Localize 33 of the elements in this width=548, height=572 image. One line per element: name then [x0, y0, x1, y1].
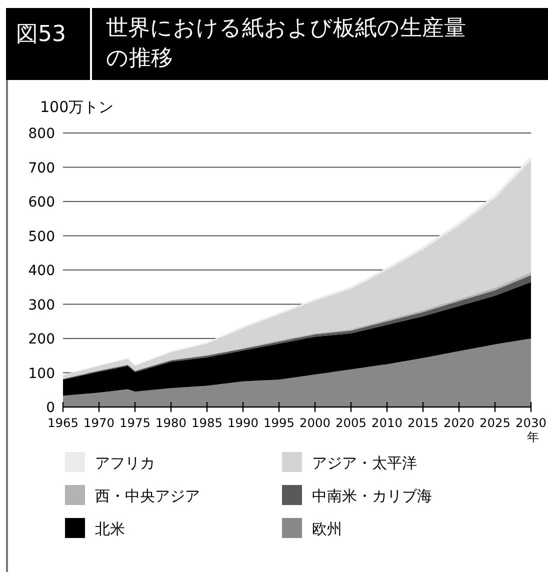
y-tick-label: 400	[28, 263, 55, 279]
x-tick-label: 2025	[480, 416, 510, 430]
y-tick-label: 800	[28, 126, 55, 142]
x-axis-title: 年	[527, 430, 539, 444]
y-axis-title: 100万トン	[40, 98, 114, 116]
legend-label: 西・中央アジア	[95, 487, 200, 505]
y-tick-label: 200	[28, 332, 55, 348]
x-tick-label: 1965	[48, 416, 78, 430]
y-tick-label: 0	[46, 400, 55, 416]
x-tick-label: 1980	[156, 416, 186, 430]
y-tick-label: 600	[28, 194, 55, 210]
chart-title: 世界における紙および板紙の生産量の推移	[106, 15, 466, 73]
y-tick-label: 300	[28, 297, 55, 314]
caption: 図53	[16, 21, 66, 49]
x-tick-label: 2010	[372, 416, 402, 430]
legend-label: 欧州	[312, 520, 342, 538]
x-tick-label: 2030	[516, 416, 546, 430]
y-tick-label: 500	[28, 228, 55, 245]
x-tick-label: 1995	[264, 416, 294, 430]
legend-label: アジア・太平洋	[312, 454, 417, 472]
x-tick-label: 2015	[408, 416, 438, 430]
x-tick-label: 1985	[192, 416, 222, 430]
x-tick-label: 2000	[300, 416, 330, 430]
x-tick-label: 2005	[336, 416, 366, 430]
legend-label: アフリカ	[95, 454, 155, 472]
legend-label: 中南米・カリブ海	[312, 487, 432, 505]
legend-label: 北米	[95, 520, 125, 538]
x-tick-label: 1990	[228, 416, 258, 430]
x-tick-label: 1970	[84, 416, 114, 430]
x-tick-label: 1975	[120, 416, 150, 430]
y-tick-label: 100	[28, 366, 55, 382]
x-tick-label: 2020	[444, 416, 474, 430]
y-tick-label: 700	[28, 160, 55, 176]
